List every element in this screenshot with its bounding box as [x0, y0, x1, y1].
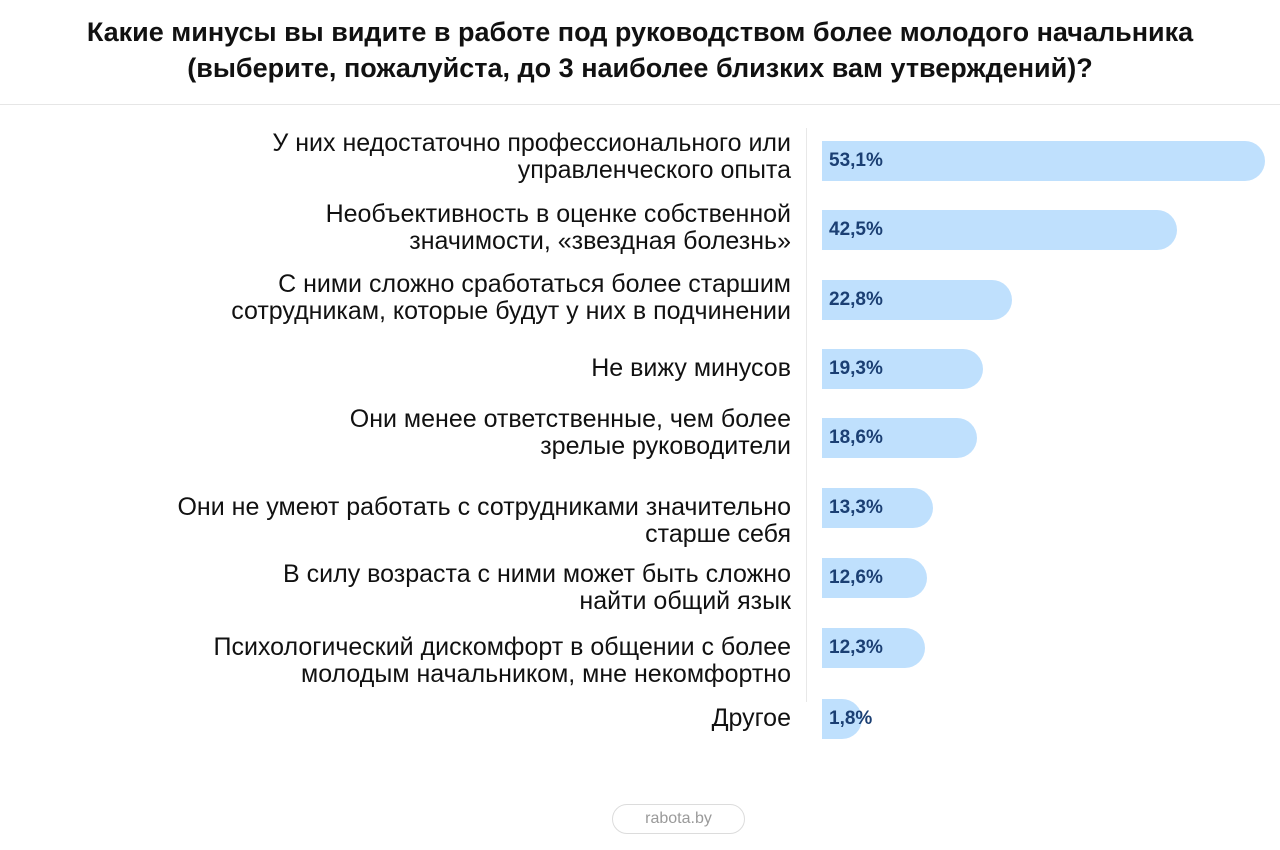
source-badge[interactable]: rabota.by — [612, 804, 745, 834]
category-label-line: значимости, «звездная болезнь» — [409, 227, 791, 255]
category-label-line: зрелые руководители — [540, 432, 791, 460]
category-label-line: управленческого опыта — [517, 156, 791, 184]
bar — [822, 418, 977, 458]
bar-value-label: 12,3% — [829, 637, 883, 658]
chart-title: Какие минусы вы видите в работе под руко… — [0, 14, 1280, 86]
bar — [822, 141, 1265, 181]
category-label: Они менее ответственные, чем более зрелые… — [91, 406, 791, 460]
category-label: С ними сложно сработаться более старшим с… — [91, 271, 791, 325]
category-label-line: Они менее ответственные, чем более — [349, 405, 791, 433]
category-label-line: Другое — [711, 704, 791, 732]
bar — [822, 488, 933, 528]
category-label-line: молодым начальником, мне некомфортно — [301, 660, 791, 688]
bar-value-label: 19,3% — [829, 358, 883, 379]
category-label-line: Психологический дискомфорт в общении с б… — [213, 633, 791, 661]
category-label: Необъективность в оценке собственной знач… — [91, 201, 791, 255]
bar-value-label: 12,6% — [829, 567, 883, 588]
category-label: Психологический дискомфорт в общении с б… — [91, 634, 791, 688]
category-label-line: Они не умеют работать с сотрудниками зна… — [177, 493, 791, 521]
bar-value-label: 13,3% — [829, 497, 883, 518]
bar — [822, 699, 862, 739]
category-label-line: сотрудникам, которые будут у них в подчи… — [231, 297, 791, 325]
category-label: Не вижу минусов — [91, 355, 791, 382]
bar — [822, 628, 925, 668]
category-label: У них недостаточно профессионального или… — [91, 130, 791, 184]
title-divider — [0, 104, 1280, 105]
y-axis-line — [806, 128, 807, 702]
category-label-line: старше себя — [645, 520, 791, 548]
category-label: Другое — [91, 705, 791, 732]
chart-title-line-1: Какие минусы вы видите в работе под руко… — [86, 17, 1194, 47]
category-label-line: Не вижу минусов — [591, 354, 791, 382]
bar-value-label: 1,8% — [829, 708, 873, 729]
category-label-line: В силу возраста с ними может быть сложно — [283, 560, 791, 588]
category-label: Они не умеют работать с сотрудниками зна… — [91, 494, 791, 548]
bar — [822, 210, 1177, 250]
bar — [822, 349, 983, 389]
category-label-line: Необъективность в оценке собственной — [325, 200, 791, 228]
category-label-line: С ними сложно сработаться более старшим — [278, 270, 791, 298]
bar-value-label: 42,5% — [829, 219, 883, 240]
bar — [822, 558, 927, 598]
category-label-line: У них недостаточно профессионального или — [272, 129, 791, 157]
bar — [822, 280, 1012, 320]
category-label: В силу возраста с ними может быть сложно… — [91, 561, 791, 615]
bar-value-label: 18,6% — [829, 427, 883, 448]
bar-value-label: 53,1% — [829, 150, 883, 171]
chart-title-line-2: (выберите, пожалуйста, до 3 наиболее бли… — [187, 53, 1093, 83]
bar-value-label: 22,8% — [829, 289, 883, 310]
category-label-line: найти общий язык — [579, 587, 791, 615]
